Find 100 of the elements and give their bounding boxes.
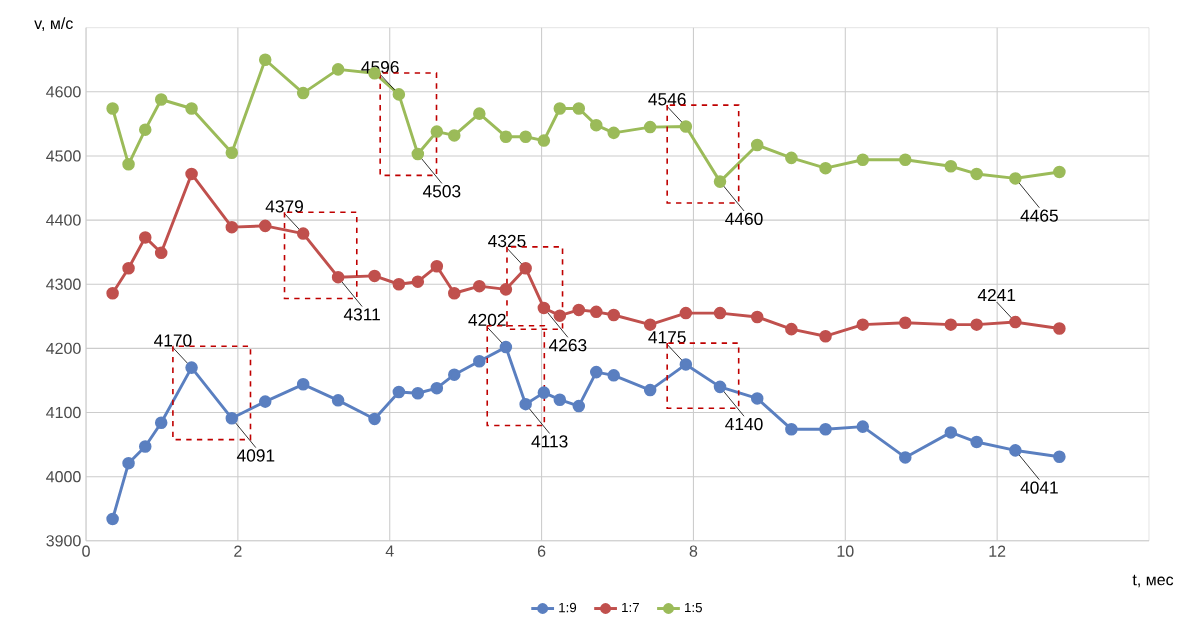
point — [856, 420, 870, 433]
point — [258, 395, 272, 408]
point — [392, 88, 406, 101]
data-label: 4241 — [977, 288, 1016, 302]
point — [785, 322, 798, 336]
x-tick-label: 10 — [837, 545, 854, 557]
point — [499, 283, 513, 296]
data-label: 4311 — [343, 308, 380, 321]
y-tick-label: 4200 — [46, 342, 81, 355]
x-axis-title: t, мес — [1132, 574, 1174, 588]
point — [1009, 315, 1022, 329]
x-tick-label: 2 — [234, 545, 242, 557]
point — [553, 102, 567, 115]
point — [499, 130, 513, 144]
point — [970, 318, 983, 331]
point — [448, 129, 461, 142]
point — [368, 269, 381, 283]
data-label: 4546 — [648, 93, 686, 106]
point — [970, 167, 983, 181]
x-tick-label: 4 — [385, 545, 394, 557]
data-label: 4170 — [154, 334, 192, 347]
data-label: 4202 — [468, 313, 506, 327]
point — [713, 380, 727, 394]
point — [750, 138, 764, 152]
point — [138, 440, 152, 453]
point — [572, 102, 586, 115]
legend-label: 1:9 — [559, 602, 577, 613]
point — [785, 151, 798, 165]
x-tick-label: 8 — [689, 545, 698, 557]
data-label: 4263 — [548, 339, 587, 352]
point — [519, 130, 532, 144]
point — [679, 358, 693, 371]
point — [679, 306, 693, 320]
point — [537, 386, 551, 399]
point — [185, 102, 198, 115]
point — [185, 167, 198, 181]
point — [122, 457, 135, 470]
point — [1053, 322, 1066, 335]
point — [643, 318, 657, 331]
point — [154, 416, 168, 430]
point — [258, 219, 272, 233]
point — [138, 231, 152, 244]
point — [589, 365, 603, 379]
point — [537, 301, 551, 315]
point — [411, 147, 425, 161]
point — [643, 120, 657, 134]
point — [473, 279, 486, 293]
x-tick-label: 12 — [989, 545, 1006, 557]
y-tick-label: 3900 — [46, 535, 81, 547]
point — [106, 512, 119, 526]
y-tick-label: 4500 — [46, 150, 81, 162]
point — [411, 387, 425, 400]
point — [296, 227, 310, 240]
point — [122, 158, 135, 171]
point — [1053, 165, 1066, 179]
point — [944, 160, 958, 173]
point — [430, 381, 444, 395]
point — [607, 369, 620, 382]
point — [679, 120, 693, 133]
y-tick-label: 4100 — [46, 406, 81, 419]
point — [106, 102, 119, 115]
point — [331, 270, 345, 284]
data-label: 4113 — [531, 435, 568, 448]
y-tick-label: 4600 — [46, 86, 81, 98]
data-label: 4460 — [725, 212, 763, 226]
point — [713, 306, 727, 320]
point — [607, 308, 620, 322]
point — [819, 423, 832, 436]
point — [607, 126, 620, 140]
point — [944, 318, 958, 331]
point — [154, 246, 168, 260]
point — [785, 423, 798, 436]
data-label: 4175 — [648, 331, 686, 344]
point — [519, 262, 532, 275]
point — [448, 287, 461, 300]
point — [392, 278, 406, 291]
data-label: 4503 — [422, 185, 461, 198]
point — [430, 260, 444, 273]
point — [225, 146, 239, 160]
y-axis-title: v, м/с — [34, 17, 73, 32]
x-tick-label: 6 — [537, 545, 546, 557]
legend-label: 1:7 — [622, 602, 639, 613]
point — [225, 220, 239, 234]
y-tick-label: 4000 — [46, 471, 81, 483]
point — [713, 175, 727, 188]
data-label: 4140 — [725, 418, 763, 431]
point — [553, 393, 567, 407]
point — [899, 153, 912, 167]
point — [368, 412, 381, 426]
point — [154, 93, 168, 106]
data-label: 4465 — [1020, 209, 1058, 222]
point — [572, 399, 586, 413]
y-tick-label: 4400 — [46, 214, 81, 226]
point — [1053, 450, 1066, 464]
point — [553, 309, 567, 323]
point — [448, 368, 461, 382]
point — [856, 153, 870, 167]
point — [819, 330, 832, 343]
data-label: 4379 — [265, 200, 303, 213]
point — [331, 63, 345, 76]
